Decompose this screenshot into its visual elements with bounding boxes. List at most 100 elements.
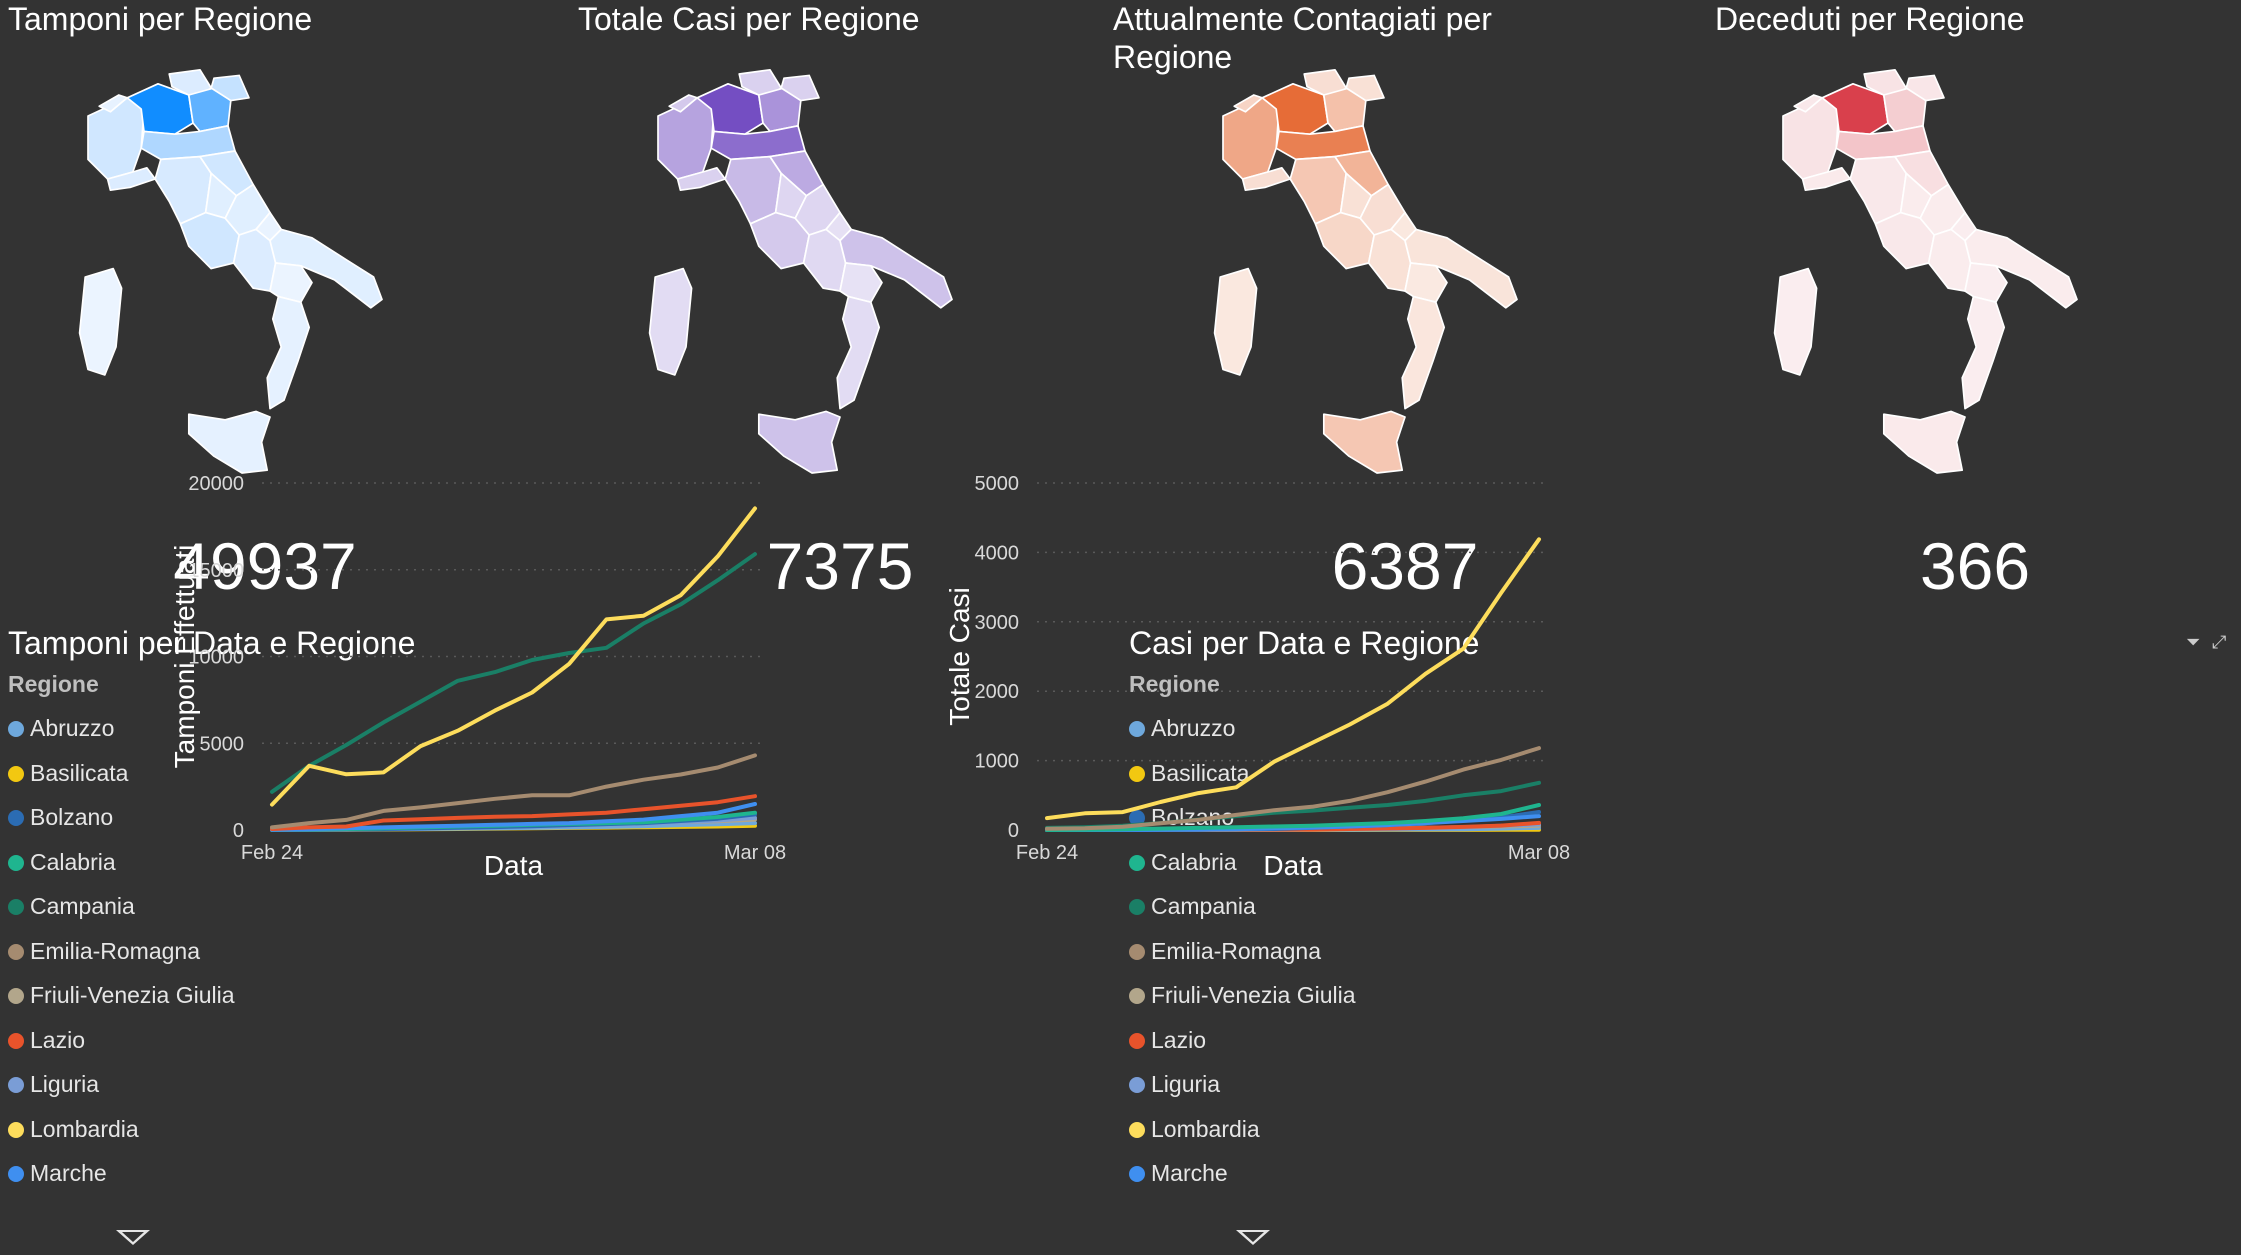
map-panel-contagiati[interactable]: Attualmente Contagiati per Regione 6387 [1110,0,1690,630]
x-tick-label: Feb 24 [1016,842,1078,864]
region-lombardia[interactable] [696,82,764,136]
series-line-lazio[interactable] [270,794,757,831]
legend-items: Abruzzo Basilicata Bolzano Calabria Campania… [1129,706,1356,1196]
legend-item[interactable]: Emilia-Romagna [8,929,235,974]
legend-scroll-down-icon[interactable] [1236,1230,1270,1245]
map-title: Attualmente Contagiati per Regione [1113,1,1492,75]
region-sardegna[interactable] [78,267,123,376]
x-tick-label: Mar 08 [1508,842,1570,864]
legend-item[interactable]: Basilicata [8,751,235,796]
filter-icon[interactable]: ⏷ [2186,632,2201,652]
series-line-emilia-romagna[interactable] [270,753,757,830]
legend-item[interactable]: Calabria [1129,840,1356,885]
region-piemonte[interactable] [87,96,145,180]
y-tick-label: 1000 [975,751,1020,773]
region-basilicata[interactable] [269,262,313,304]
legend-dot-icon [8,854,24,871]
region-sicilia[interactable] [187,410,271,474]
italy-map[interactable] [1195,65,1615,545]
legend-label: Lazio [1151,1026,1206,1053]
legend-item[interactable]: Liguria [1129,1062,1356,1107]
legend-item[interactable]: Campania [1129,884,1356,929]
legend-dot-icon [1129,943,1145,960]
map-panel-totale-casi[interactable]: Totale Casi per Regione 7375 [560,0,1120,630]
legend-item[interactable]: Friuli-Venezia Giulia [1129,973,1356,1018]
kpi-value: 7375 [766,529,914,603]
legend-item[interactable]: Bolzano [8,795,235,840]
region-lombardia[interactable] [1261,82,1329,136]
region-calabria[interactable] [1401,295,1446,410]
series-line-lombardia[interactable] [270,506,757,807]
series-line-campania[interactable] [270,552,757,794]
legend-item[interactable]: Campania [8,884,235,929]
series-line-emilia-romagna[interactable] [1045,746,1541,831]
region-sicilia[interactable] [757,410,841,474]
legend-dot-icon [1129,721,1145,737]
y-tick-label: 0 [233,820,244,842]
chart-panel-tamponi[interactable]: Tamponi per Data e Regione Regione Abruz… [0,473,1120,1255]
region-lombardia[interactable] [126,82,194,136]
region-sardegna[interactable] [648,267,693,376]
legend-item[interactable]: Calabria [8,840,235,885]
region-lombardia[interactable] [1821,82,1889,136]
series-line-marche[interactable] [270,802,757,832]
region-basilicata[interactable] [1404,262,1448,304]
region-friuli[interactable] [1905,74,1945,102]
legend-item[interactable]: Marche [1129,1151,1356,1196]
legend-label: Lombardia [30,1115,139,1142]
legend-label: Abruzzo [1151,715,1236,741]
region-calabria[interactable] [1961,295,2006,410]
legend-item[interactable]: Liguria [8,1062,235,1107]
legend-dot-icon [1129,854,1145,871]
kpi-value: 49937 [173,529,357,603]
italy-map[interactable] [1755,65,2175,545]
legend-item[interactable]: Abruzzo [1129,706,1356,751]
region-sardegna[interactable] [1213,267,1258,376]
series-line-calabria[interactable] [1045,803,1541,832]
legend-dot-icon [8,943,24,960]
line-chart-casi[interactable]: 0 1000 2000 3000 4000 5000 Feb 24 Mar 08 Data Tot… [944,473,2241,1255]
map-panel-deceduti[interactable]: Deceduti per Regione 366 [1690,0,2241,630]
legend-item[interactable]: Lombardia [8,1107,235,1152]
italy-map[interactable] [630,65,1050,545]
legend-label: Basilicata [1151,759,1250,786]
legend-dot-icon [8,810,24,826]
legend-item[interactable]: Lazio [8,1018,235,1063]
series-line-lombardia[interactable] [1045,537,1541,821]
region-sicilia[interactable] [1322,410,1406,474]
legend-item[interactable]: Abruzzo [8,706,235,751]
legend-item[interactable]: Lazio [1129,1018,1356,1063]
region-piemonte[interactable] [1222,96,1280,180]
chart-panel-casi[interactable]: Casi per Data e Regione ⏷ ⤢ Regione Abru… [944,473,2241,1255]
legend-item[interactable]: Lombardia [1129,1107,1356,1152]
legend-item[interactable]: Emilia-Romagna [1129,929,1356,974]
italy-map[interactable] [60,65,480,545]
kpi-value: 366 [1919,529,2031,603]
legend-dot-icon [1129,810,1145,826]
legend-label: Friuli-Venezia Giulia [30,982,235,1008]
legend-title: Regione [8,671,99,697]
legend-label: Lombardia [1151,1115,1260,1142]
region-basilicata[interactable] [1964,262,2008,304]
x-axis-title: Data [484,850,544,881]
map-panel-tamponi[interactable]: Tamponi per Regione 49937 [0,0,560,630]
region-friuli[interactable] [1345,74,1385,102]
region-sicilia[interactable] [1882,410,1966,474]
region-piemonte[interactable] [1782,96,1840,180]
legend-item[interactable]: Friuli-Venezia Giulia [8,973,235,1018]
map-title: Totale Casi per Regione [578,1,920,37]
region-calabria[interactable] [836,295,881,410]
region-piemonte[interactable] [657,96,715,180]
legend-item[interactable]: Marche [8,1151,235,1196]
region-calabria[interactable] [266,295,311,410]
legend-scroll-down-icon[interactable] [116,1230,150,1245]
region-friuli[interactable] [210,74,250,102]
legend-dot-icon [8,1166,24,1182]
region-basilicata[interactable] [839,262,883,304]
legend-item[interactable]: Basilicata [1129,751,1356,796]
chart-title: Tamponi per Data e Regione [8,625,416,661]
focus-mode-icon[interactable]: ⤢ [2212,632,2227,652]
region-friuli[interactable] [780,74,820,102]
region-sardegna[interactable] [1773,267,1818,376]
